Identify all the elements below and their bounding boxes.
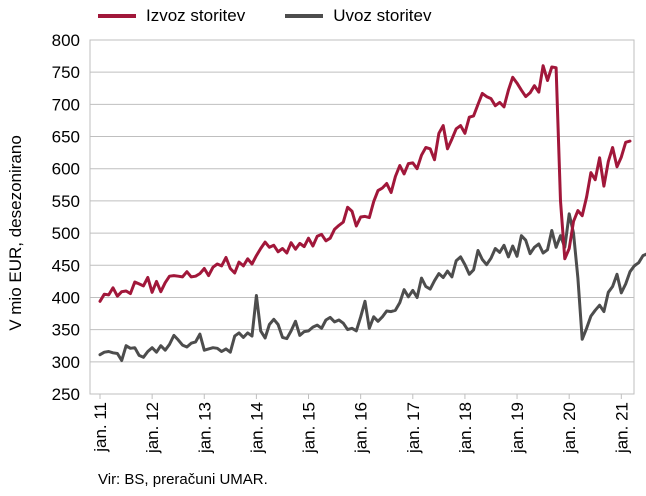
legend-label-import: Uvoz storitev — [333, 6, 432, 25]
legend-item-import: Uvoz storitev — [285, 6, 431, 26]
y-tick-label: 300 — [52, 353, 80, 372]
x-tick-label: jan. 11 — [91, 402, 110, 453]
x-tick-label: jan. 17 — [404, 402, 423, 454]
x-tick-label: jan. 13 — [195, 402, 214, 454]
x-tick-label: jan. 15 — [300, 402, 319, 454]
x-tick-label: jan. 20 — [560, 402, 579, 454]
legend-item-export: Izvoz storitev — [98, 6, 245, 26]
chart-legend: Izvoz storitev Uvoz storitev — [98, 6, 431, 26]
legend-label-export: Izvoz storitev — [146, 6, 246, 25]
legend-swatch-import — [285, 14, 324, 18]
y-tick-label: 750 — [52, 63, 80, 82]
x-tick-label: jan. 14 — [247, 402, 266, 454]
x-tick-label: jan. 21 — [612, 402, 631, 454]
x-tick-label: jan. 16 — [352, 402, 371, 454]
series-lines — [98, 64, 646, 362]
y-tick-label: 600 — [52, 160, 80, 179]
y-tick-label: 550 — [52, 192, 80, 211]
gridlines — [90, 39, 634, 395]
y-tick-label: 500 — [52, 224, 80, 243]
legend-swatch-export — [98, 14, 136, 18]
y-tick-label: 250 — [52, 385, 80, 404]
y-tick-label: 800 — [52, 31, 80, 50]
y-tick-label: 650 — [52, 128, 80, 147]
y-tick-label: 450 — [52, 256, 80, 275]
y-tick-label: 400 — [52, 288, 80, 307]
series-line-import — [98, 212, 646, 362]
y-axis-ticks: 250 300 350 400 450 500 550 600 650 700 750 800 — [52, 31, 80, 404]
y-tick-label: 350 — [52, 321, 80, 340]
x-tick-label: jan. 12 — [143, 402, 162, 454]
x-axis-ticks: jan. 11 jan. 12 jan. 13 jan. 14 jan. 15 jan. … — [91, 394, 631, 454]
series-line-export — [98, 64, 632, 303]
y-tick-label: 700 — [52, 95, 80, 114]
x-tick-label: jan. 19 — [508, 402, 527, 454]
source-note: Vir: BS, preračuni UMAR. — [98, 471, 268, 488]
x-tick-label: jan. 18 — [456, 402, 475, 454]
